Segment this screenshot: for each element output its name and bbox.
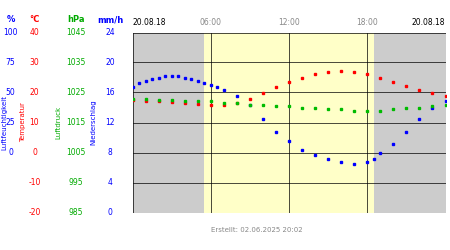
Text: Temperatur: Temperatur (19, 102, 26, 142)
Text: 20: 20 (105, 58, 115, 67)
Text: Niederschlag: Niederschlag (90, 100, 96, 145)
Text: 20.08.18: 20.08.18 (412, 18, 446, 27)
Text: Erstellt: 02.06.2025 20:02: Erstellt: 02.06.2025 20:02 (211, 227, 302, 233)
Text: 985: 985 (68, 208, 83, 217)
Text: Luftfeuchtigkeit: Luftfeuchtigkeit (1, 95, 7, 150)
Text: 75: 75 (6, 58, 15, 67)
Bar (204, 32, 374, 212)
Text: 40: 40 (30, 28, 40, 37)
Text: 12: 12 (105, 118, 115, 127)
Text: 20.08.18: 20.08.18 (133, 18, 166, 27)
Text: 995: 995 (68, 178, 83, 187)
Text: mm/h: mm/h (97, 16, 123, 24)
Text: 25: 25 (6, 118, 15, 127)
Text: 18:00: 18:00 (356, 18, 378, 27)
Text: 50: 50 (6, 88, 15, 97)
Text: 12:00: 12:00 (278, 18, 300, 27)
Text: 1035: 1035 (66, 58, 86, 67)
Text: 0: 0 (108, 208, 112, 217)
Text: 1015: 1015 (66, 118, 86, 127)
Text: 16: 16 (105, 88, 115, 97)
Text: 10: 10 (30, 118, 39, 127)
Text: °C: °C (29, 16, 40, 24)
Text: 1005: 1005 (66, 148, 86, 157)
Text: 8: 8 (108, 148, 112, 157)
Text: 4: 4 (108, 178, 112, 187)
Text: 1045: 1045 (66, 28, 86, 37)
Text: %: % (6, 16, 15, 24)
Text: 0: 0 (32, 148, 37, 157)
Text: 20: 20 (30, 88, 39, 97)
Text: hPa: hPa (67, 16, 85, 24)
Text: 0: 0 (8, 148, 13, 157)
Text: -20: -20 (28, 208, 40, 217)
Text: 06:00: 06:00 (200, 18, 222, 27)
Text: 30: 30 (30, 58, 40, 67)
Text: 100: 100 (3, 28, 18, 37)
Text: Luftdruck: Luftdruck (55, 106, 61, 139)
Text: 24: 24 (105, 28, 115, 37)
Text: -10: -10 (28, 178, 40, 187)
Text: 1025: 1025 (66, 88, 86, 97)
